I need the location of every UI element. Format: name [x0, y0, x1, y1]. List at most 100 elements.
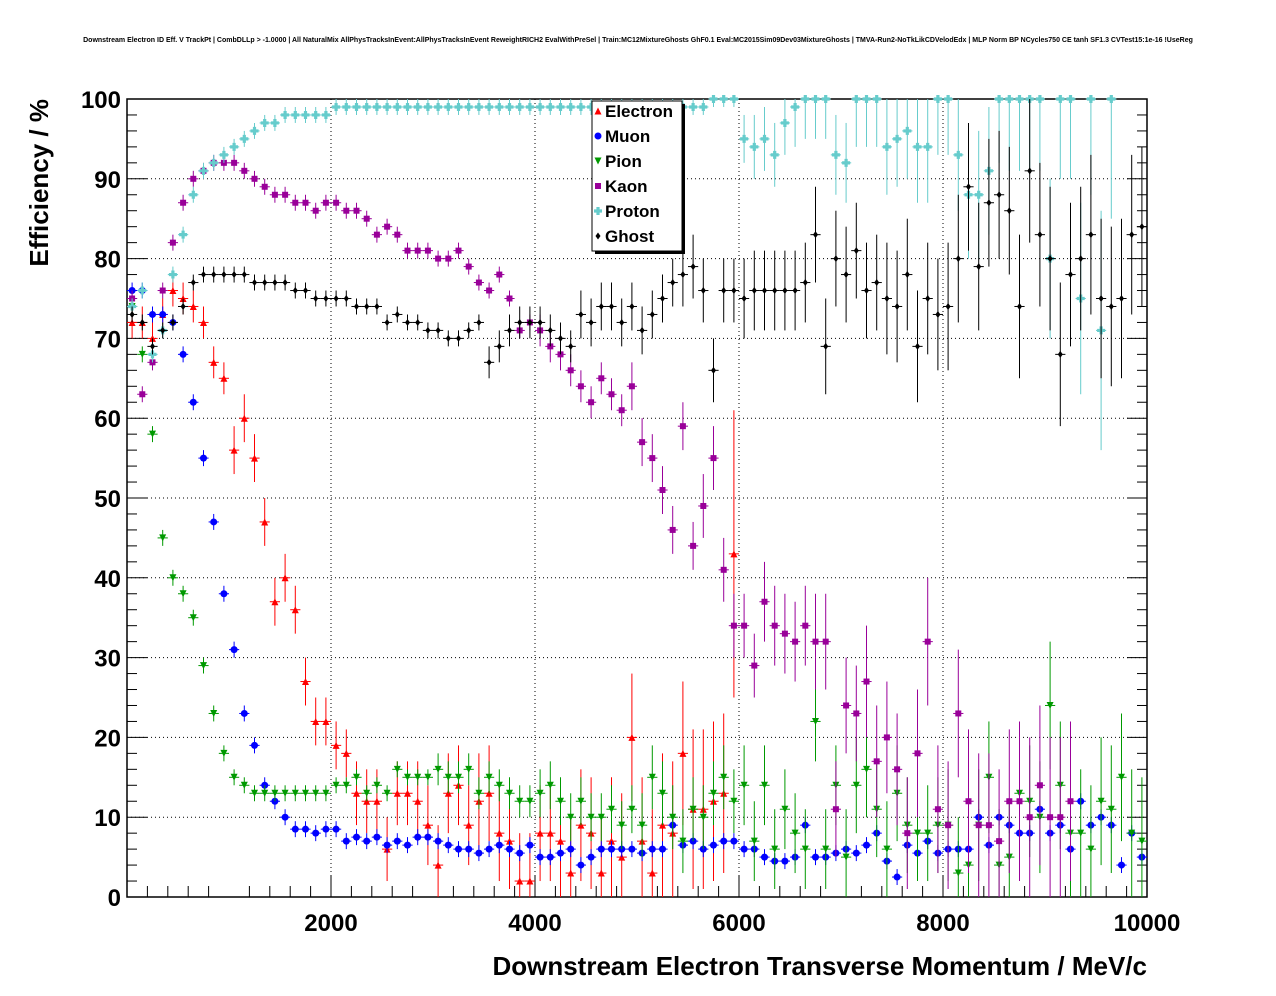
data-point: [342, 837, 350, 845]
data-point: [842, 158, 851, 167]
data-point: [598, 375, 605, 382]
data-point: [190, 175, 197, 182]
data-point: [414, 247, 421, 254]
data-point: [373, 231, 380, 238]
data-point: [833, 255, 839, 263]
data-point: [506, 295, 513, 302]
data-point: [210, 358, 218, 366]
data-point: [332, 781, 340, 789]
data-point: [1037, 231, 1043, 239]
data-point: [291, 825, 299, 833]
data-point: [444, 102, 453, 111]
data-point: [466, 326, 472, 334]
data-point: [415, 318, 421, 326]
data-point: [302, 199, 309, 206]
legend-marker-proton: [594, 207, 603, 215]
data-point: [219, 150, 228, 159]
data-point: [159, 310, 167, 318]
data-point: [1046, 701, 1054, 709]
data-point: [832, 806, 839, 813]
data-point: [730, 550, 738, 558]
data-point: [1047, 255, 1053, 263]
legend-marker-pion: [594, 157, 602, 165]
legend-label-kaon: Kaon: [605, 177, 648, 196]
data-point: [587, 813, 595, 821]
data-point: [659, 845, 666, 853]
data-point: [628, 845, 636, 853]
data-point: [781, 857, 789, 865]
data-point: [260, 118, 269, 127]
data-points: [127, 95, 1147, 897]
data-point: [231, 271, 237, 279]
x-tick-label: 4000: [508, 910, 561, 937]
data-point: [700, 287, 706, 295]
legend-label-muon: Muon: [605, 127, 650, 146]
data-point: [1119, 295, 1124, 302]
data-point: [536, 102, 545, 111]
data-point: [598, 302, 604, 310]
data-point: [230, 773, 238, 781]
data-point: [903, 126, 912, 135]
data-point: [138, 350, 146, 358]
data-point: [209, 158, 218, 167]
data-point: [781, 805, 789, 813]
data-point: [1017, 302, 1022, 310]
data-point: [404, 789, 411, 797]
legend-label-ghost: Ghost: [605, 227, 654, 246]
data-point: [894, 766, 901, 773]
data-point: [302, 825, 309, 833]
data-point: [1068, 271, 1073, 279]
data-point: [220, 374, 228, 382]
data-point: [373, 797, 381, 805]
y-tick-label: 10: [94, 805, 121, 832]
data-point: [853, 247, 859, 255]
data-point: [1098, 295, 1104, 302]
data-point: [413, 102, 422, 111]
y-tick-label: 90: [94, 167, 121, 194]
data-point: [251, 175, 258, 182]
data-point: [342, 102, 351, 111]
data-point: [1066, 95, 1075, 103]
data-point: [649, 455, 656, 462]
data-point: [924, 829, 932, 837]
data-point: [1047, 814, 1054, 821]
legend-marker-kaon: [595, 183, 601, 189]
data-point: [852, 781, 860, 789]
data-point: [150, 342, 155, 350]
data-point: [352, 102, 361, 111]
data-point: [465, 263, 472, 270]
data-point: [1139, 223, 1145, 231]
data-point: [434, 765, 442, 773]
data-point: [536, 789, 544, 797]
data-point: [862, 95, 871, 103]
data-point: [750, 837, 758, 845]
data-point: [1057, 350, 1063, 358]
data-point: [353, 789, 360, 797]
series-ghost: [127, 99, 1147, 427]
data-point: [730, 797, 738, 805]
data-point: [944, 95, 953, 103]
data-point: [842, 853, 850, 861]
data-point: [720, 566, 727, 573]
data-point: [648, 845, 656, 853]
data-point: [699, 813, 707, 821]
data-point: [394, 310, 400, 318]
data-point: [618, 407, 625, 414]
data-point: [372, 102, 381, 111]
data-point: [261, 789, 269, 797]
data-point: [434, 861, 442, 869]
data-point: [149, 430, 156, 438]
data-point: [629, 302, 635, 310]
data-point: [1078, 255, 1084, 263]
data-point: [770, 150, 779, 159]
data-point: [996, 191, 1002, 199]
data-point: [404, 247, 411, 254]
data-point: [312, 829, 320, 837]
data-point: [384, 223, 391, 230]
data-point: [179, 230, 188, 239]
data-point: [445, 334, 451, 342]
data-point: [129, 310, 135, 318]
data-point: [945, 822, 952, 829]
data-point: [281, 813, 289, 821]
data-point: [1057, 814, 1064, 821]
